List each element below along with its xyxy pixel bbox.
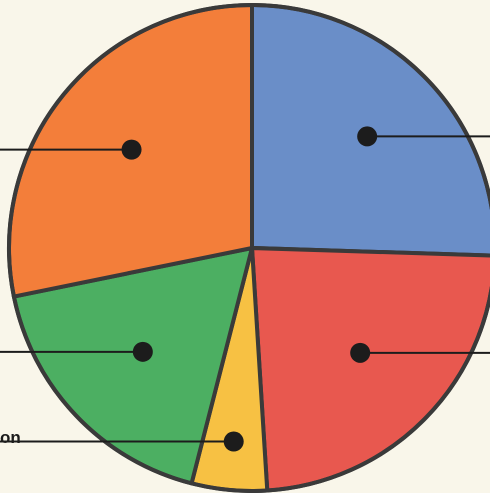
- leader-dot-4: [132, 341, 153, 362]
- leader-dot-5: [121, 139, 142, 160]
- leader-dot-1: [357, 126, 378, 147]
- leaders-layer: [0, 126, 490, 452]
- leader-dot-2: [350, 342, 371, 363]
- labels-layer: on: [0, 428, 21, 447]
- slice-label-3: on: [0, 428, 21, 447]
- pie-rim: [7, 3, 490, 493]
- pie-slice-2: [250, 246, 490, 493]
- leader-dot-3: [223, 431, 244, 452]
